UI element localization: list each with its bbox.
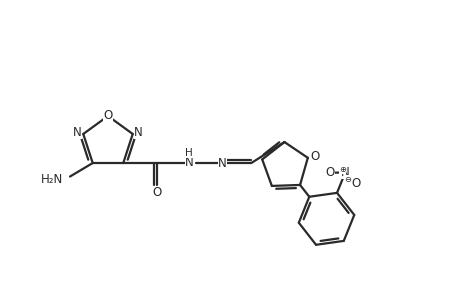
Text: N: N	[340, 166, 349, 179]
Text: O: O	[309, 150, 319, 163]
Text: ⊖: ⊖	[343, 176, 350, 184]
Text: N: N	[73, 127, 81, 140]
Text: N: N	[218, 157, 226, 169]
Text: N: N	[185, 155, 193, 169]
Text: H: H	[185, 148, 193, 158]
Text: H₂N: H₂N	[41, 172, 63, 185]
Text: ⊕: ⊕	[338, 165, 345, 174]
Text: O: O	[152, 185, 162, 199]
Text: O: O	[325, 166, 334, 179]
Text: O: O	[351, 177, 360, 190]
Text: N: N	[134, 127, 143, 140]
Text: O: O	[103, 109, 112, 122]
